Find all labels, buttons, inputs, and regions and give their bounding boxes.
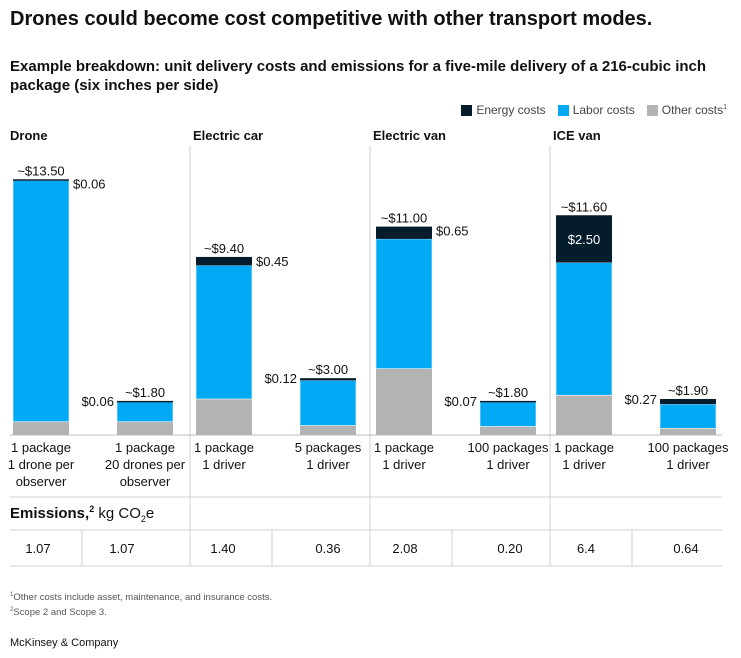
- bar-segment-other: [13, 421, 69, 435]
- bar-segment-energy: [196, 256, 252, 266]
- bar-total-label: ~$9.40: [204, 241, 244, 256]
- energy-value-label: $0.27: [624, 392, 657, 407]
- legend-footnote-mark: 1: [723, 104, 727, 111]
- category-label: 1 driver: [486, 457, 530, 472]
- category-label: observer: [16, 474, 67, 489]
- bar-segment-energy: [660, 399, 716, 405]
- source-logo: McKinsey & Company: [10, 637, 119, 649]
- emissions-row-label: Emissions,2 kg CO2e: [10, 504, 154, 524]
- category-label: 1 package: [11, 440, 71, 455]
- category-label: 1 package: [115, 440, 175, 455]
- category-label: 1 driver: [562, 457, 606, 472]
- bar-segment-other: [196, 399, 252, 435]
- legend-item-energy: Energy costs: [461, 103, 546, 117]
- category-label: 100 packages: [648, 440, 729, 455]
- energy-value-label: $2.50: [568, 232, 601, 247]
- bar-total-label: ~$11.00: [381, 211, 427, 226]
- chart-title: Drones could become cost competitive wit…: [10, 8, 653, 30]
- bar-segment-energy: [556, 215, 612, 263]
- bar-total-label: ~$3.00: [308, 362, 348, 377]
- emissions-value: 2.08: [392, 541, 417, 556]
- energy-value-label: $0.06: [81, 394, 114, 409]
- bar-segment-other: [556, 395, 612, 435]
- emissions-value: 1.40: [210, 541, 235, 556]
- bar-segment-energy: [13, 179, 69, 181]
- energy-value-label: $0.07: [444, 394, 477, 409]
- footnotes: 1Other costs include asset, maintenance,…: [10, 589, 272, 619]
- bar-segment-labor: [116, 401, 174, 423]
- bar-segment-other: [117, 421, 173, 435]
- category-label: 1 driver: [382, 457, 426, 472]
- bar-segment-labor: [195, 265, 253, 400]
- emissions-unit: kg CO2e: [98, 505, 155, 524]
- category-label: 1 drone per: [8, 457, 75, 472]
- emissions-title: Emissions,: [10, 505, 90, 522]
- bar-segment-energy: [300, 378, 356, 381]
- bar-total-label: ~$1.80: [488, 385, 528, 400]
- category-label: 5 packages: [295, 440, 362, 455]
- group-title: ICE van: [553, 128, 601, 143]
- category-label: 1 package: [374, 440, 434, 455]
- bar-segment-energy: [480, 400, 536, 403]
- category-label: 1 driver: [202, 457, 246, 472]
- bar-segment-energy: [117, 400, 173, 403]
- category-label: 1 driver: [306, 457, 350, 472]
- emissions-value: 0.36: [315, 541, 340, 556]
- legend-label-labor: Labor costs: [572, 103, 635, 117]
- legend-item-other: Other costs1: [646, 103, 727, 117]
- emissions-value: 0.20: [497, 541, 522, 556]
- bar-segment-labor: [555, 262, 613, 396]
- bar-segment-other: [660, 428, 716, 435]
- energy-value-label: $0.12: [264, 371, 297, 386]
- bar-total-label: ~$13.50: [17, 163, 64, 178]
- emissions-value: 1.07: [109, 541, 134, 556]
- bar-total-label: ~$1.90: [668, 383, 708, 398]
- emissions-footnote-mark: 2: [89, 504, 95, 514]
- legend-label-other: Other costs: [661, 103, 724, 117]
- legend: Energy costs Labor costs Other costs1: [461, 103, 727, 117]
- bar-segment-other: [376, 368, 432, 435]
- footnote-2: 2Scope 2 and Scope 3.: [10, 607, 107, 619]
- bar-segment-labor: [12, 180, 70, 423]
- category-label: 1 package: [554, 440, 614, 455]
- emissions-value: 0.64: [673, 541, 698, 556]
- group-title: Drone: [10, 128, 48, 143]
- emissions-value: 6.4: [577, 541, 595, 556]
- bar-segment-labor: [375, 238, 433, 369]
- group-title: Electric van: [373, 128, 446, 143]
- category-label: observer: [120, 474, 171, 489]
- energy-value-label: $0.45: [256, 254, 289, 269]
- legend-item-labor: Labor costs: [557, 103, 635, 117]
- chart-subtitle: Example breakdown: unit delivery costs a…: [10, 58, 707, 94]
- legend-swatch-energy: [461, 104, 473, 116]
- bar-segment-labor: [659, 403, 717, 429]
- emissions-value: 1.07: [25, 541, 50, 556]
- category-label: 100 packages: [468, 440, 549, 455]
- legend-swatch-labor: [557, 104, 569, 116]
- bar-segment-energy: [376, 226, 432, 239]
- group-title: Electric car: [193, 128, 263, 143]
- bar-segment-labor: [479, 401, 537, 427]
- bar-segment-labor: [299, 380, 357, 426]
- bar-segment-other: [480, 426, 536, 435]
- category-label: 1 driver: [666, 457, 710, 472]
- bar-segment-other: [300, 425, 356, 435]
- energy-value-label: $0.06: [73, 176, 106, 191]
- bar-total-label: ~$1.80: [125, 385, 165, 400]
- stacked-bar-chart: Drone ~$13.50 $0.06 1 package 1 drone per obs…: [8, 128, 729, 567]
- category-label: 20 drones per: [105, 457, 186, 472]
- footnote-1: 1Other costs include asset, maintenance,…: [10, 592, 273, 604]
- legend-label-energy: Energy costs: [476, 103, 546, 117]
- legend-swatch-other: [646, 104, 658, 116]
- energy-value-label: $0.65: [436, 224, 469, 239]
- category-label: 1 package: [194, 440, 254, 455]
- bar-total-label: ~$11.60: [561, 199, 607, 214]
